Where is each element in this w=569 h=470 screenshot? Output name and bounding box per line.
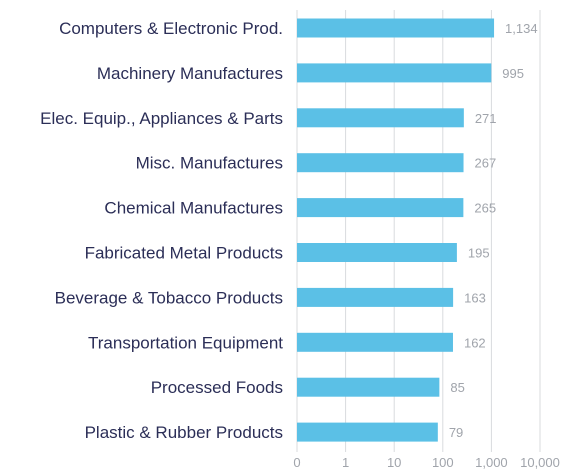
value-labels: 1,134 995 271 267 265 195 163 162 85 79 (449, 21, 538, 440)
category-label: Chemical Manufactures (104, 199, 283, 218)
x-tick-label: 10 (387, 455, 401, 470)
bar (297, 287, 454, 307)
bar (297, 377, 440, 397)
category-label: Computers & Electronic Prod. (59, 19, 283, 38)
x-tick-label: 10,000 (520, 455, 560, 470)
data-label: 85 (450, 380, 464, 395)
category-label: Beverage & Tobacco Products (55, 288, 283, 307)
x-tick-label: 1 (342, 455, 349, 470)
bar (297, 332, 453, 352)
data-label: 1,134 (505, 21, 538, 36)
category-label: Transportation Equipment (88, 333, 283, 352)
category-labels: Computers & Electronic Prod. Machinery Ma… (40, 19, 283, 442)
x-tick-label: 100 (432, 455, 454, 470)
x-tick-label: 1,000 (475, 455, 508, 470)
bar (297, 422, 438, 442)
data-label: 195 (468, 246, 490, 261)
data-label: 271 (475, 111, 497, 126)
x-axis-ticks: 0 1 10 100 1,000 10,000 (293, 455, 560, 470)
bar (297, 243, 457, 262)
bars (297, 18, 495, 442)
bar (297, 153, 464, 173)
bar (297, 108, 464, 128)
bar (297, 198, 464, 218)
category-label: Plastic & Rubber Products (85, 423, 283, 442)
x-tick-label: 0 (293, 455, 300, 470)
data-label: 265 (474, 201, 496, 216)
data-label: 163 (464, 290, 486, 305)
category-label: Elec. Equip., Appliances & Parts (40, 109, 283, 128)
category-label: Misc. Manufactures (136, 154, 283, 173)
data-label: 162 (464, 335, 486, 350)
bar (297, 63, 492, 83)
bar (297, 18, 495, 38)
data-label: 267 (475, 156, 497, 171)
data-label: 995 (502, 66, 524, 81)
category-label: Fabricated Metal Products (85, 244, 283, 263)
data-label: 79 (449, 425, 463, 440)
category-label: Machinery Manufactures (97, 64, 283, 83)
category-label: Processed Foods (151, 378, 283, 397)
